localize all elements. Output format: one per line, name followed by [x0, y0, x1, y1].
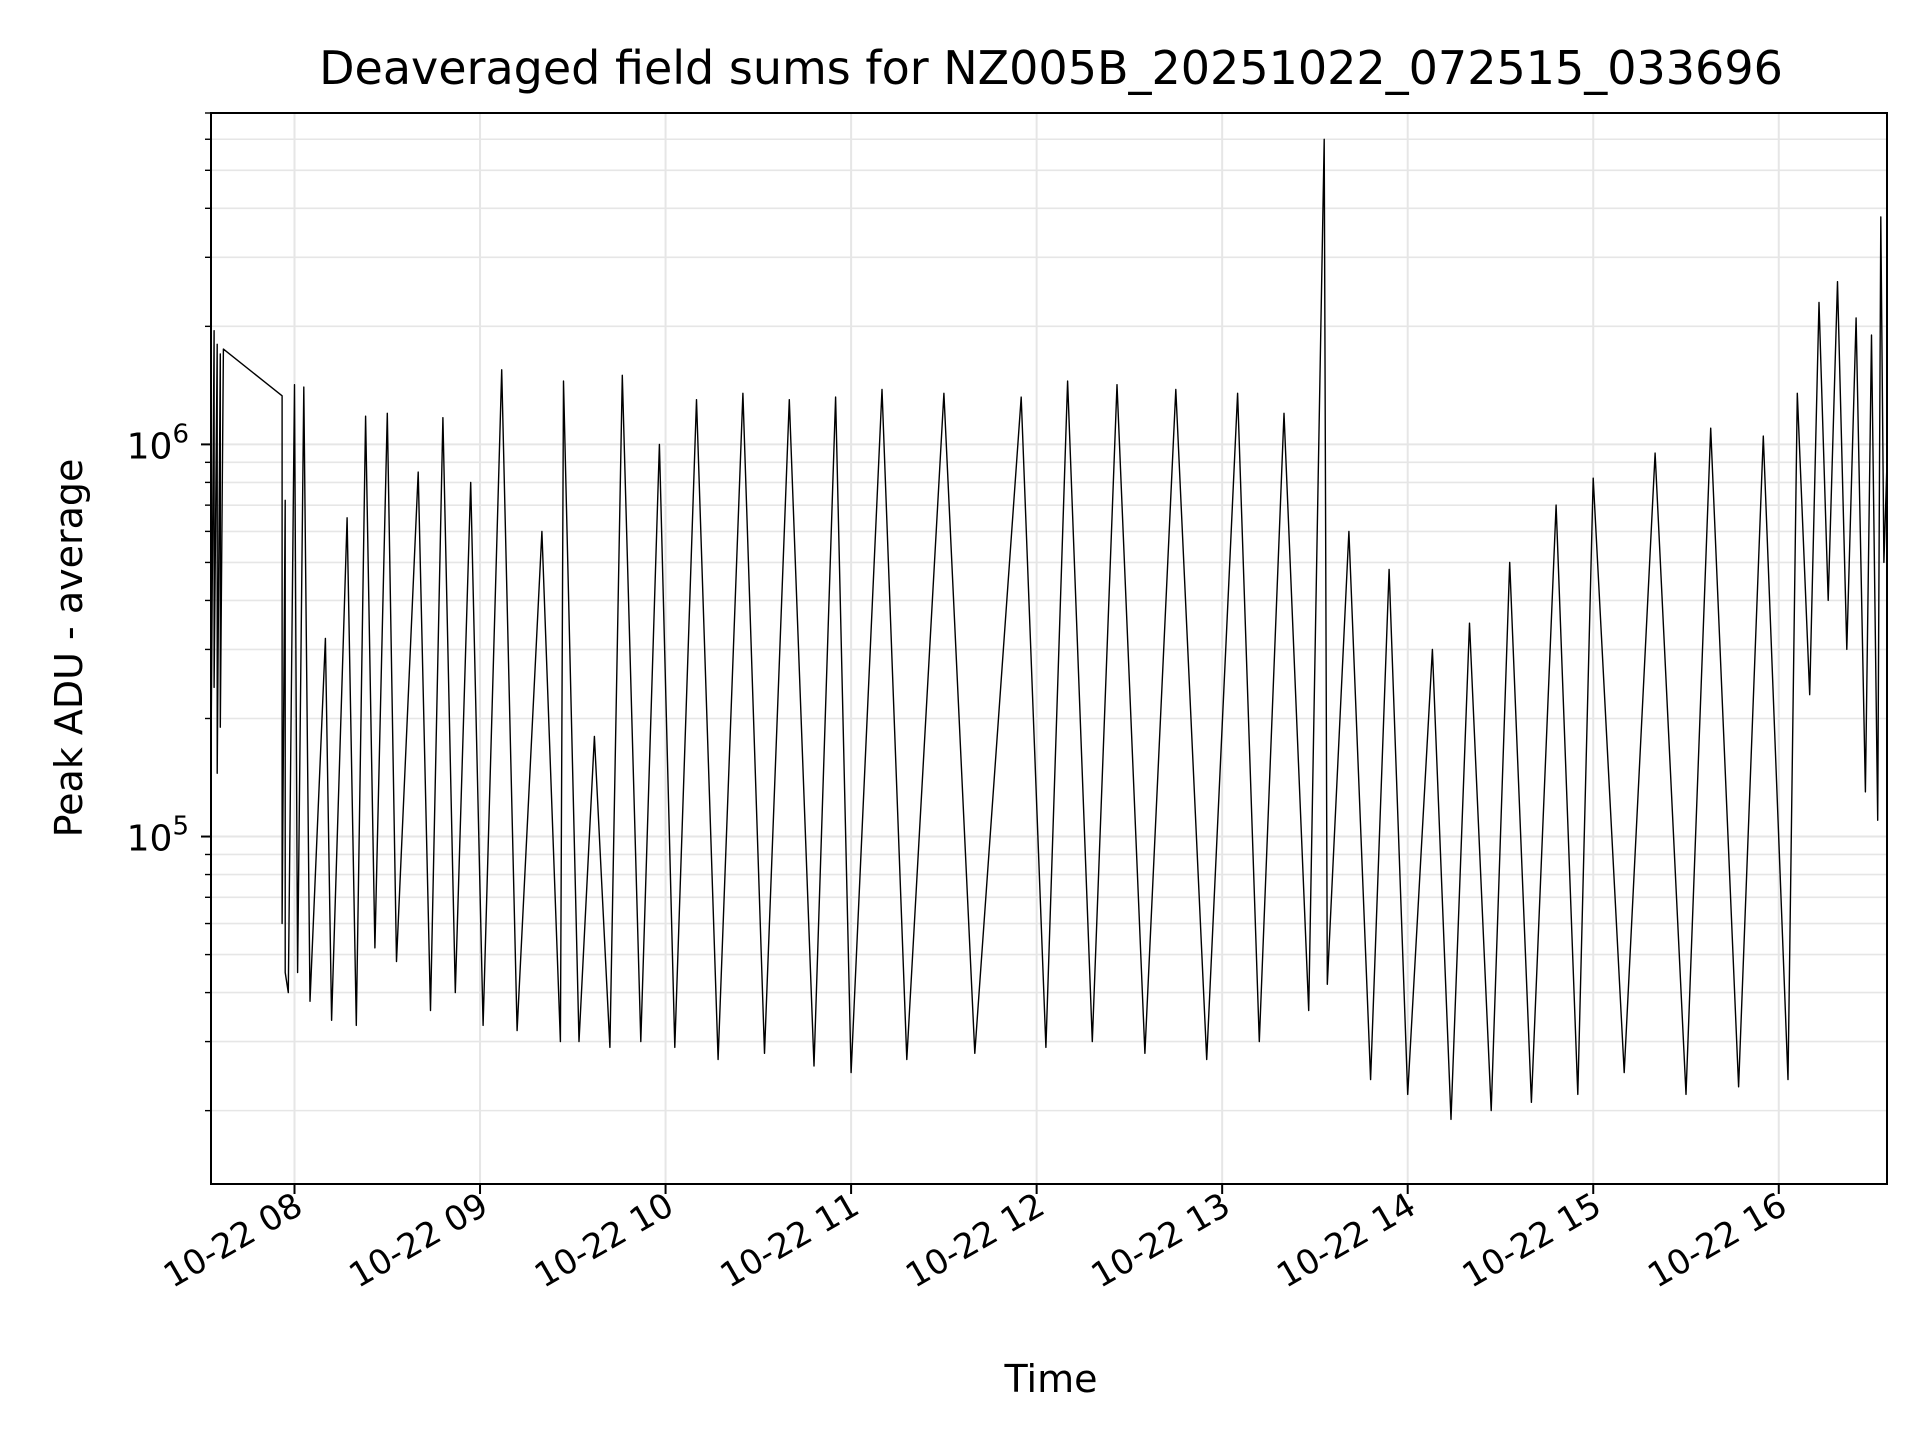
y-tick-label: 105: [127, 812, 189, 860]
y-tick-label: 106: [127, 419, 189, 467]
chart-title: Deaveraged field sums for NZ005B_2025102…: [319, 41, 1783, 95]
plot-data: [210, 138, 1888, 1121]
grid: [211, 112, 1887, 1184]
y-axis-label: Peak ADU - average: [47, 459, 91, 838]
x-axis-label: Time: [1004, 1357, 1098, 1401]
plot-frame: [210, 112, 1888, 1185]
series-line: [210, 138, 1888, 1121]
